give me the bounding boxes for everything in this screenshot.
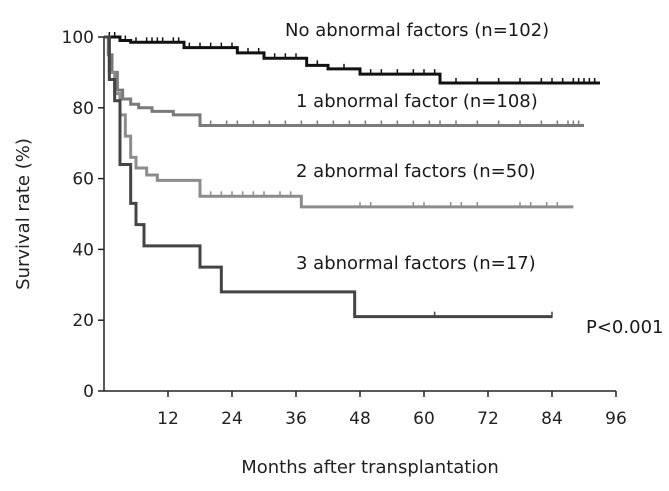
y-tick-label: 100	[62, 28, 94, 48]
x-tick-label: 72	[477, 409, 499, 429]
labels: Months after transplantation Survival rat…	[13, 20, 663, 478]
x-tick-label: 48	[349, 409, 371, 429]
x-tick-label: 84	[541, 409, 563, 429]
series-label-4: 3 abnormal factors (n=17)	[296, 253, 536, 274]
series-line-2	[104, 35, 584, 127]
series-line-1	[104, 35, 600, 85]
x-tick-label: 36	[285, 409, 307, 429]
y-tick-label: 0	[83, 382, 94, 402]
y-tick-label: 40	[72, 240, 94, 260]
series-label-2: 1 abnormal factor (n=108)	[296, 91, 538, 112]
axes: 0 20 40 60 80 100 12 24 36 48 60 72 84 96	[62, 28, 627, 429]
x-axis-title: Months after transplantation	[241, 457, 499, 478]
y-axis-title: Survival rate (%)	[13, 138, 34, 290]
y-tick-label: 60	[72, 170, 94, 190]
x-tick-label: 60	[413, 409, 435, 429]
x-tick-label: 12	[157, 409, 179, 429]
series-label-1: No abnormal factors (n=102)	[285, 20, 549, 41]
x-tick-label: 96	[605, 409, 627, 429]
plot-area	[104, 32, 600, 319]
y-tick-label: 20	[72, 311, 94, 331]
x-tick-label: 24	[221, 409, 243, 429]
p-value-annotation: P<0.001	[586, 317, 663, 338]
series-line-4	[104, 35, 552, 319]
series-label-3: 2 abnormal factors (n=50)	[296, 161, 536, 182]
y-tick-label: 80	[72, 99, 94, 119]
